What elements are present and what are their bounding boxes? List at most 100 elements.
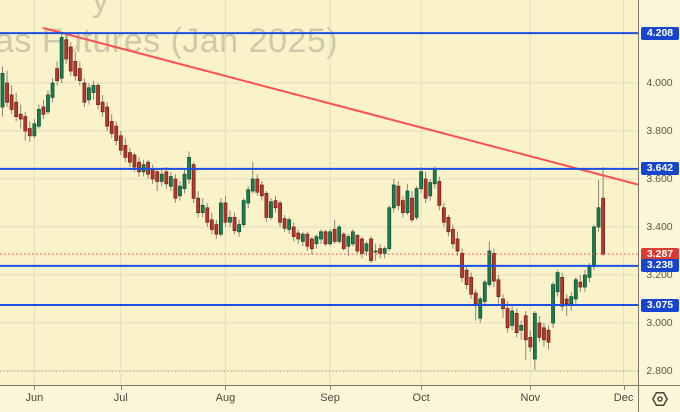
- candle-body: [501, 298, 505, 310]
- candle: [537, 315, 542, 343]
- candle-body: [332, 228, 337, 242]
- candle-body: [305, 233, 310, 247]
- candle-body: [328, 231, 333, 245]
- candle-body: [0, 73, 5, 108]
- candle: [350, 229, 355, 247]
- candle-body: [510, 310, 515, 326]
- candle: [423, 171, 428, 203]
- candle: [496, 275, 501, 304]
- candle: [159, 169, 164, 187]
- candle-body: [473, 292, 478, 305]
- candle-body: [178, 185, 182, 197]
- candle: [514, 308, 519, 338]
- candle: [555, 270, 560, 297]
- candle-body: [583, 274, 587, 288]
- candle-body: [346, 236, 351, 247]
- candle-body: [27, 128, 32, 137]
- candle: [337, 224, 342, 244]
- candle: [173, 174, 178, 203]
- price-axis[interactable]: 4.000 3.800 3.600 3.400 3.200 3.000 2.800 4.208…: [639, 0, 680, 385]
- candle-body: [455, 238, 460, 252]
- candle: [287, 217, 292, 235]
- candle: [255, 174, 260, 196]
- time-axis-tick: [623, 386, 625, 390]
- candle-body: [200, 204, 205, 213]
- candle-body: [32, 123, 37, 137]
- candle: [469, 272, 474, 299]
- candle-body: [592, 226, 596, 267]
- candle: [332, 219, 337, 244]
- candle: [405, 183, 410, 215]
- candle-body: [5, 82, 9, 103]
- candle-body: [123, 144, 128, 158]
- candle-body: [446, 216, 451, 233]
- candle-body: [150, 168, 155, 180]
- candle: [355, 234, 360, 254]
- candle-body: [537, 322, 542, 338]
- candle: [55, 61, 59, 86]
- price-axis-label: 3.600: [646, 173, 673, 185]
- candle-body: [164, 171, 169, 185]
- candle-body: [400, 200, 405, 214]
- descending-trendline[interactable]: [42, 27, 638, 186]
- candle-body: [428, 182, 433, 197]
- watermark-fragment: y: [92, 0, 109, 19]
- candle: [137, 157, 141, 177]
- candle-body: [369, 238, 373, 262]
- current-price-tag[interactable]: 3.287: [641, 247, 679, 261]
- candle-body: [482, 281, 487, 302]
- candle-body: [309, 238, 314, 250]
- candle-body: [410, 197, 414, 221]
- candle: [510, 306, 515, 331]
- candle-body: [596, 207, 601, 228]
- candle-body: [59, 37, 64, 79]
- candle-body: [546, 329, 551, 343]
- candle-body: [296, 232, 301, 240]
- candle: [391, 179, 396, 213]
- candle: [305, 231, 310, 251]
- candle: [150, 164, 155, 184]
- hexagon-eye-icon[interactable]: [651, 390, 669, 408]
- candle-body: [132, 154, 137, 168]
- candle: [505, 301, 510, 333]
- candle-body: [73, 61, 78, 77]
- candle: [410, 191, 414, 223]
- candle: [82, 78, 87, 107]
- chart-pane[interactable]: y as Futures (Jan 2025): [0, 0, 638, 385]
- time-axis-label: Aug: [215, 392, 236, 404]
- candle-body: [214, 224, 219, 235]
- candle-body: [350, 231, 355, 245]
- candle: [373, 243, 378, 261]
- axis-corner-cell[interactable]: [639, 386, 680, 412]
- candle: [259, 181, 264, 201]
- price-level-tag[interactable]: 3.642: [641, 162, 679, 176]
- candle-body: [269, 201, 273, 218]
- price-level-tag[interactable]: 3.238: [641, 259, 679, 273]
- time-axis[interactable]: Jun Jul Aug Sep Oct Nov Dec: [0, 386, 680, 412]
- candle-body: [241, 200, 246, 226]
- candle: [501, 294, 505, 319]
- candle: [178, 181, 182, 201]
- candlestick-chart[interactable]: [0, 0, 638, 385]
- candle-body: [278, 202, 282, 223]
- candle: [64, 33, 69, 64]
- candle-body: [232, 216, 237, 231]
- candle-body: [437, 180, 442, 206]
- candle-body: [396, 185, 401, 206]
- candle-body: [196, 197, 201, 213]
- candle: [446, 215, 451, 237]
- candle-body: [255, 178, 260, 193]
- price-level-tag[interactable]: 3.075: [641, 298, 679, 312]
- symbol-watermark: as Futures (Jan 2025): [0, 22, 339, 60]
- candle-body: [355, 234, 360, 252]
- candle: [228, 210, 232, 227]
- candle-body: [264, 192, 269, 218]
- candle: [127, 147, 132, 167]
- candle-body: [209, 219, 214, 230]
- candle-body: [100, 101, 105, 113]
- price-level-tag[interactable]: 4.208: [641, 26, 679, 40]
- candle: [241, 198, 246, 227]
- candle: [46, 90, 50, 115]
- candle: [532, 311, 537, 370]
- candle: [32, 119, 37, 139]
